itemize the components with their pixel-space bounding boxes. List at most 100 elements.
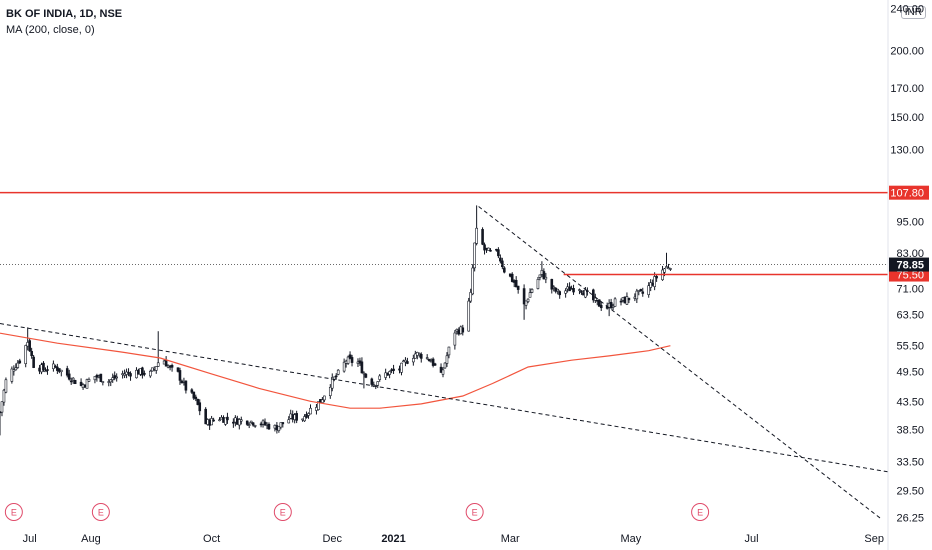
candle-body <box>653 276 656 287</box>
candle-body <box>530 289 534 293</box>
candle-body <box>79 381 83 386</box>
candle-body <box>483 244 486 251</box>
candle-body <box>526 298 530 302</box>
candle-body <box>224 417 227 425</box>
candle-body <box>307 413 310 416</box>
candle-body <box>101 381 105 383</box>
candle-body <box>249 420 253 423</box>
candle-body <box>18 360 22 364</box>
y-tick-label: 63.50 <box>896 309 924 321</box>
candle-body <box>497 249 500 257</box>
currency-badge[interactable]: INR <box>900 6 926 19</box>
candle-body <box>635 290 639 300</box>
current-price-text: 78.85 <box>896 260 924 272</box>
candle-body <box>481 229 484 245</box>
earnings-marker[interactable]: E <box>91 503 110 521</box>
candle-body <box>279 422 283 428</box>
candle-body <box>178 370 182 381</box>
candle-body <box>170 365 174 368</box>
candle-body <box>619 300 623 303</box>
candle-body <box>639 289 643 292</box>
candle-body <box>346 356 350 364</box>
candle-body <box>552 286 556 289</box>
candles <box>0 205 672 436</box>
candle-body <box>370 378 374 385</box>
earnings-label: E <box>697 508 703 518</box>
candle-body <box>550 278 554 290</box>
candle-body <box>558 291 561 296</box>
indicator-label[interactable]: MA (200, close, 0) <box>6 24 95 36</box>
current-price-tag <box>889 257 929 272</box>
y-tick-label: 71.00 <box>896 284 924 296</box>
candle-body <box>360 361 364 374</box>
candle-body <box>93 376 97 381</box>
y-tick-label: 55.50 <box>896 340 924 352</box>
candle-body <box>60 369 63 373</box>
candle-body <box>42 362 45 371</box>
candle-body <box>204 408 207 425</box>
candle-body <box>489 249 492 252</box>
candle-body <box>665 266 668 269</box>
candle-body <box>412 358 415 363</box>
x-tick-label: Oct <box>203 533 220 545</box>
earnings-label: E <box>280 508 286 518</box>
candle-body <box>625 296 629 305</box>
x-tick-label: May <box>621 533 642 545</box>
candle-body <box>584 289 587 298</box>
candle-body <box>348 354 352 359</box>
candle-body <box>46 369 49 371</box>
candle-body <box>627 297 631 301</box>
earnings-marker[interactable]: E <box>273 503 292 521</box>
candle-body <box>194 396 198 399</box>
candle-body <box>342 361 346 372</box>
candle-body <box>441 369 445 375</box>
candle-body <box>599 304 603 309</box>
y-tick-label: 130.00 <box>890 145 924 157</box>
candle-body <box>141 367 144 376</box>
x-tick-label: Sep <box>864 533 884 545</box>
candle-body <box>404 359 407 363</box>
candle-body <box>71 377 75 381</box>
candle-body <box>149 370 152 377</box>
candle-body <box>111 377 115 381</box>
candle-body <box>54 365 57 368</box>
candle-body <box>400 362 403 373</box>
candle-body <box>425 357 429 359</box>
x-tick-label: 2021 <box>381 533 405 545</box>
candle-body <box>597 299 601 307</box>
y-tick-label: 49.50 <box>896 367 924 379</box>
candle-body <box>376 381 380 386</box>
candle-body <box>30 351 33 357</box>
candle-body <box>406 361 409 364</box>
candle-body <box>419 353 423 359</box>
candle-body <box>16 362 20 368</box>
candle-body <box>267 423 271 430</box>
candle-body <box>305 414 308 418</box>
axis-layer: 240.00 200.00 170.00 150.00 130.00 95.00 83.00… <box>23 0 929 550</box>
earnings-circle <box>465 503 484 521</box>
candle-body <box>487 247 490 251</box>
candle-body <box>73 379 77 385</box>
y-tick-label: 95.00 <box>896 217 924 229</box>
candle-body <box>592 289 595 301</box>
candle-body <box>364 373 368 378</box>
candle-body <box>378 375 382 380</box>
y-tick-label: 170.00 <box>890 83 924 95</box>
candle-body <box>609 301 613 309</box>
candle-body <box>69 380 73 383</box>
candle-body <box>593 297 597 301</box>
candle-body <box>277 425 281 432</box>
candle-body <box>239 419 243 422</box>
x-tick-label: Jul <box>23 533 37 545</box>
candle-body <box>544 276 548 280</box>
earnings-marker[interactable]: E <box>691 503 710 521</box>
earnings-marker[interactable]: E <box>4 503 23 521</box>
x-tick-label: Aug <box>81 533 101 545</box>
earnings-marker[interactable]: E <box>465 503 484 521</box>
candle-body <box>67 373 71 380</box>
earnings-circle <box>273 503 292 521</box>
candle-body <box>467 300 471 332</box>
candle-body <box>253 425 257 427</box>
